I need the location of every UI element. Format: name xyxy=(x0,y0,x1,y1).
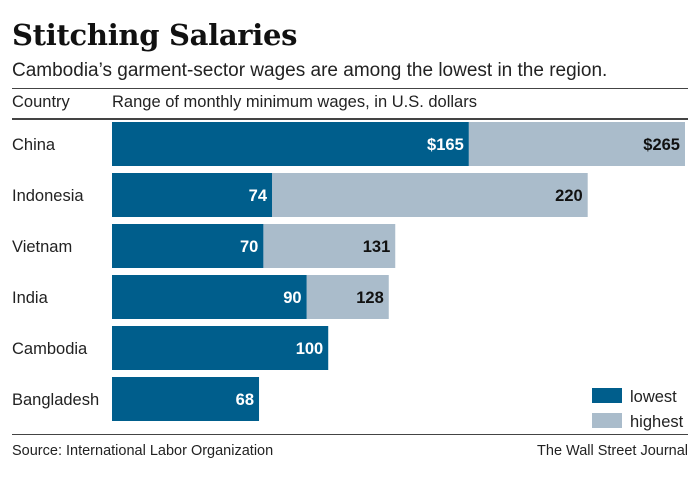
value-label-lowest-indonesia: 74 xyxy=(249,187,268,205)
value-label-highest-vietnam: 131 xyxy=(363,238,391,256)
chart-subtitle: Cambodia’s garment-sector wages are amon… xyxy=(12,60,608,81)
value-label-lowest-bangladesh: 68 xyxy=(236,391,254,409)
bar-highest-india xyxy=(306,275,389,319)
bar-lowest-cambodia xyxy=(112,326,329,370)
header-divider xyxy=(12,118,688,120)
bar-lowest-china xyxy=(112,122,469,166)
legend-swatch-highest xyxy=(592,413,622,428)
bar-lowest-bangladesh xyxy=(112,377,260,421)
category-label-cambodia: Cambodia xyxy=(12,340,88,358)
value-label-highest-china: $265 xyxy=(643,136,680,154)
bar-highest-china xyxy=(468,122,685,166)
chart-title: Stitching Salaries xyxy=(12,18,298,52)
country-column-header: Country xyxy=(12,93,70,111)
value-label-lowest-china: $165 xyxy=(427,136,464,154)
bar-lowest-india xyxy=(112,275,307,319)
category-label-bangladesh: Bangladesh xyxy=(12,391,99,409)
legend-swatch-lowest xyxy=(592,388,622,403)
legend-label-highest: highest xyxy=(630,413,684,431)
value-label-highest-india: 128 xyxy=(356,289,384,307)
bar-highest-vietnam xyxy=(263,224,396,268)
value-label-highest-indonesia: 220 xyxy=(555,187,583,205)
category-label-vietnam: Vietnam xyxy=(12,238,72,256)
category-label-indonesia: Indonesia xyxy=(12,187,84,205)
source-note: Source: International Labor Organization xyxy=(12,443,274,459)
category-label-india: India xyxy=(12,289,49,307)
footer-divider xyxy=(12,434,688,435)
legend-label-lowest: lowest xyxy=(630,388,677,406)
value-label-lowest-india: 90 xyxy=(283,289,301,307)
bar-highest-indonesia xyxy=(272,173,588,217)
category-label-china: China xyxy=(12,136,56,154)
value-label-lowest-vietnam: 70 xyxy=(240,238,258,256)
range-column-header: Range of monthly minimum wages, in U.S. … xyxy=(112,93,477,111)
top-divider xyxy=(12,88,688,89)
bar-lowest-indonesia xyxy=(112,173,273,217)
publisher-credit: The Wall Street Journal xyxy=(537,443,688,459)
value-label-lowest-cambodia: 100 xyxy=(296,340,324,358)
bar-lowest-vietnam xyxy=(112,224,264,268)
